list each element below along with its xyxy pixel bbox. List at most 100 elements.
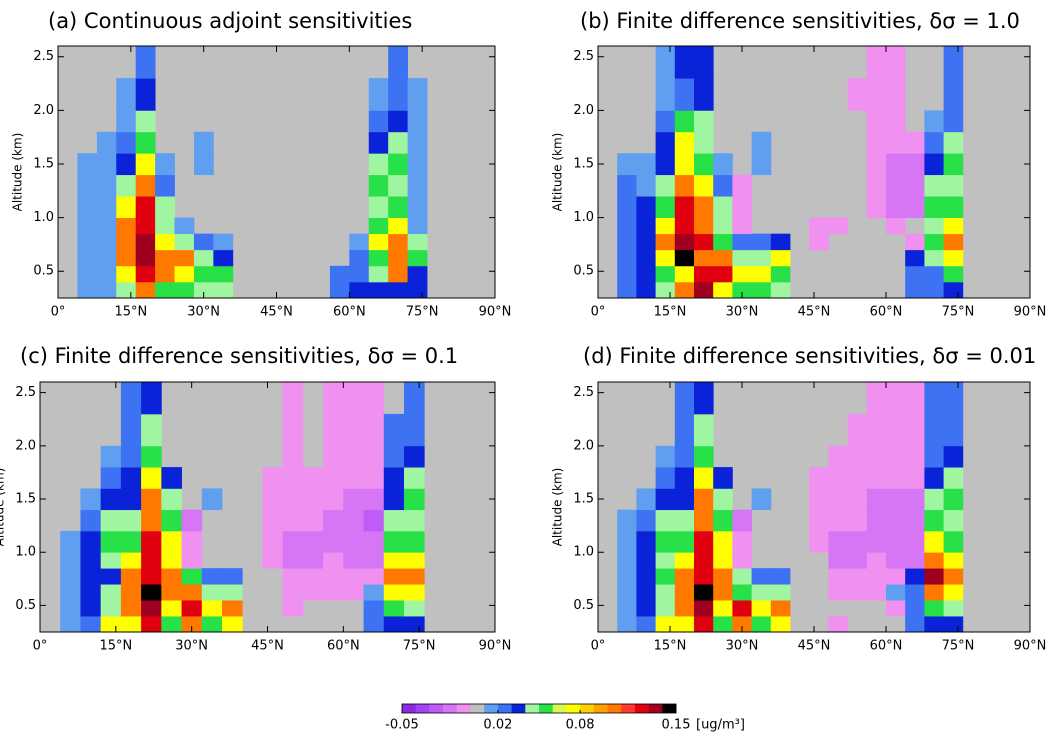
heat-cell: [407, 110, 428, 133]
heat-cell: [924, 265, 944, 283]
heat-cell: [636, 530, 656, 553]
heat-cell: [282, 382, 304, 415]
heat-cell: [60, 552, 81, 569]
heat-cell: [201, 584, 223, 601]
heat-cell: [388, 233, 408, 251]
heat-cell: [751, 584, 772, 601]
heat-cell: [674, 413, 695, 447]
heat-cell: [343, 467, 364, 489]
heat-cell: [155, 196, 175, 218]
y-tick-label: 0.5: [15, 598, 36, 613]
heat-cell: [349, 281, 370, 299]
colorbar-swatch: [593, 704, 608, 713]
heat-cell: [905, 382, 925, 415]
heat-cell: [713, 568, 733, 585]
colorbar-swatch: [443, 704, 458, 713]
heat-cell: [674, 584, 695, 601]
heat-cell: [193, 281, 214, 299]
heat-cell: [866, 153, 887, 176]
heat-cell: [80, 509, 102, 532]
colorbar-swatch: [566, 704, 581, 713]
heat-cell: [323, 488, 344, 511]
heat-cell: [141, 445, 162, 468]
heat-cell: [60, 600, 81, 617]
heat-cell: [694, 382, 714, 415]
heat-cell: [388, 196, 408, 218]
heat-cell: [383, 530, 405, 553]
heat-cell: [694, 530, 714, 553]
heat-cell: [732, 196, 752, 218]
heat-cell: [193, 265, 214, 283]
heat-cell: [349, 249, 370, 267]
heat-cell: [905, 233, 925, 251]
panel-title: (a) Continuous adjoint sensitivities: [48, 9, 412, 33]
panel-title: (d) Finite difference sensitivities, δσ …: [583, 344, 1036, 368]
heat-cell: [866, 110, 887, 133]
heat-cell: [617, 600, 637, 617]
heat-cell: [905, 131, 925, 154]
heat-cell: [924, 233, 944, 251]
heat-cell: [363, 382, 385, 415]
heat-cell: [943, 281, 964, 299]
heat-cell: [713, 616, 733, 633]
heat-cell: [174, 249, 195, 267]
heat-cell: [924, 153, 944, 176]
heat-cell: [77, 281, 98, 299]
heat-cell: [886, 131, 906, 154]
colorbar-swatch: [621, 704, 636, 713]
heat-cell: [388, 153, 408, 176]
heat-cell: [161, 467, 182, 489]
heat-cell: [655, 467, 676, 489]
heat-cell: [809, 217, 829, 235]
heat-cell: [732, 530, 752, 553]
heat-cell: [120, 382, 142, 415]
y-tick-label: 0.5: [573, 264, 594, 279]
y-tick-label: 2.5: [573, 385, 594, 400]
heat-cell: [886, 174, 906, 197]
heat-cell: [713, 233, 733, 251]
panel-title: (b) Finite difference sensitivities, δσ …: [580, 9, 1020, 33]
heat-cell: [828, 488, 848, 511]
heat-cell: [886, 382, 906, 415]
heat-cell: [141, 584, 162, 601]
heat-cell: [120, 488, 142, 511]
y-tick-label: 2.5: [33, 49, 54, 64]
heat-cell: [323, 530, 344, 553]
heat-cell: [924, 196, 944, 218]
heat-cell: [674, 233, 695, 251]
heat-cell: [193, 153, 214, 176]
heat-cell: [60, 530, 81, 553]
heat-cell: [924, 249, 944, 267]
heat-cell: [368, 281, 389, 299]
heat-cell: [116, 78, 137, 111]
colorbar-swatch: [552, 704, 567, 713]
heat-cell: [943, 467, 964, 489]
heat-cell: [222, 600, 243, 617]
heat-cell: [636, 281, 656, 299]
heat-cell: [282, 488, 304, 511]
heat-cell: [343, 488, 364, 511]
heat-cell: [713, 249, 733, 267]
heat-cell: [694, 584, 714, 601]
heat-cell: [905, 196, 925, 218]
heat-cell: [120, 600, 142, 617]
heat-cell: [809, 509, 829, 532]
heat-cell: [116, 265, 137, 283]
x-tick-label: 45°N: [798, 639, 831, 654]
heat-cell: [636, 196, 656, 218]
heat-cell: [368, 196, 389, 218]
colorbar-swatch: [511, 704, 526, 713]
heat-cell: [302, 584, 324, 601]
heat-cell: [943, 600, 964, 617]
heat-cell: [343, 584, 364, 601]
heat-cell: [161, 600, 182, 617]
heat-cell: [713, 488, 733, 511]
heat-cell: [407, 78, 428, 111]
heat-cell: [100, 467, 122, 489]
heat-cell: [924, 568, 944, 585]
y-axis-label: Altitude (km): [551, 468, 565, 547]
heat-cell: [388, 265, 408, 283]
heat-cell: [77, 265, 98, 283]
heat-cell: [713, 530, 733, 553]
heat-cell: [323, 552, 344, 569]
